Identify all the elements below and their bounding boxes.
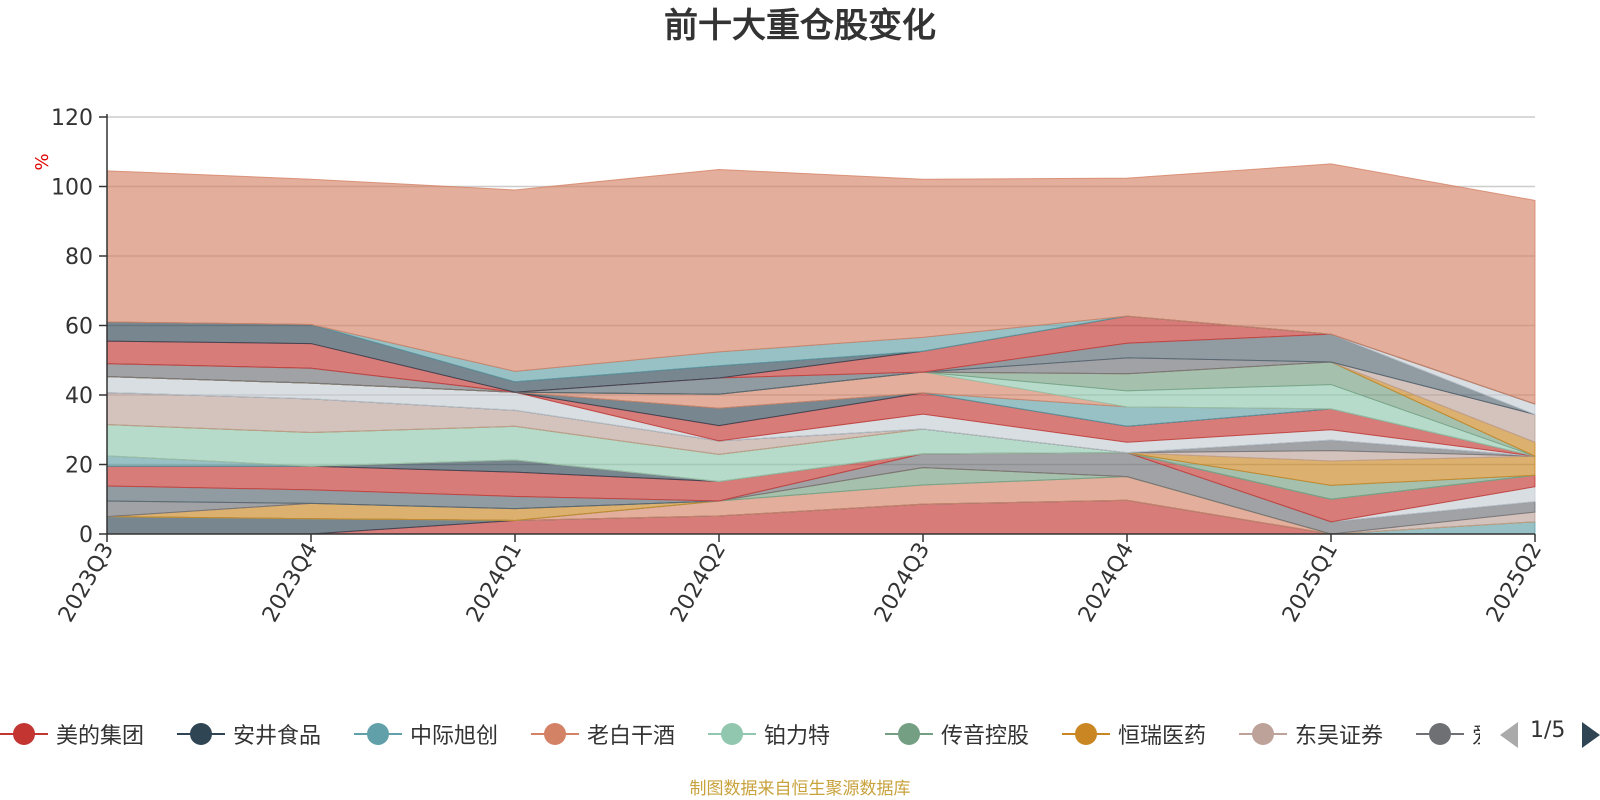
x-tick-label: 2025Q1	[1278, 539, 1343, 627]
legend-item[interactable]: 中际旭创	[354, 716, 498, 752]
y-tick-label: 40	[65, 384, 93, 409]
legend-marker-icon	[1062, 716, 1110, 752]
x-tick-label: 2023Q4	[258, 539, 323, 627]
legend-label: 恒瑞医药	[1118, 724, 1207, 749]
legend: 美的集团 安井食品 中际旭创 老白干酒 铂力特 传音控股 恒瑞医药 东吴证券 爱美客 1/5	[0, 716, 1600, 752]
x-tick-label: 2023Q3	[54, 539, 119, 627]
legend-item[interactable]: 铂力特	[708, 716, 830, 752]
legend-marker-icon	[885, 716, 933, 752]
y-tick-label: 60	[65, 315, 93, 340]
source-note: 制图数据来自恒生聚源数据库	[689, 779, 911, 799]
legend-label: 安井食品	[233, 724, 322, 749]
legend-marker-icon	[354, 716, 402, 752]
legend-label: 中际旭创	[410, 724, 499, 749]
legend-item[interactable]: 美的集团	[0, 716, 144, 752]
legend-marker-icon	[0, 716, 48, 752]
y-axis-unit-label: %	[32, 153, 53, 170]
y-tick-label: 0	[79, 523, 93, 548]
x-tick-label: 2024Q3	[870, 539, 935, 627]
x-tick-label: 2024Q1	[462, 539, 527, 627]
y-tick-label: 20	[65, 454, 93, 479]
legend-marker-icon	[708, 716, 756, 752]
legend-item[interactable]: 爱美客	[1416, 716, 1480, 752]
legend-item[interactable]: 安井食品	[177, 716, 321, 752]
legend-marker-icon	[531, 716, 579, 752]
y-tick-label: 120	[51, 106, 93, 131]
legend-label: 美的集团	[56, 724, 145, 749]
chart-title: 前十大重仓股变化	[664, 6, 936, 46]
legend-label: 爱美客	[1472, 718, 1480, 750]
y-tick-label: 80	[65, 245, 93, 270]
legend-marker-icon	[1239, 716, 1287, 752]
legend-item[interactable]: 传音控股	[885, 716, 1029, 752]
y-tick-label: 100	[51, 176, 93, 201]
x-tick-label: 2025Q2	[1482, 539, 1547, 627]
legend-marker-icon	[1416, 716, 1464, 752]
legend-label: 铂力特	[764, 724, 831, 749]
legend-label: 传音控股	[941, 724, 1030, 749]
legend-item[interactable]: 东吴证券	[1239, 716, 1383, 752]
legend-marker-icon	[177, 716, 225, 752]
area-series-37	[106, 163, 1536, 405]
legend-item[interactable]: 老白干酒	[531, 716, 675, 752]
legend-page-indicator: 1/5	[1530, 718, 1566, 743]
legend-items: 美的集团 安井食品 中际旭创 老白干酒 铂力特 传音控股 恒瑞医药 东吴证券 爱美客	[0, 716, 1480, 752]
x-tick-label: 2024Q4	[1074, 539, 1139, 627]
legend-label: 老白干酒	[587, 724, 676, 749]
legend-prev-page-icon[interactable]	[1500, 722, 1518, 748]
legend-label: 东吴证券	[1295, 724, 1384, 749]
x-tick-label: 2024Q2	[666, 539, 731, 627]
stacked-areas	[106, 163, 1536, 535]
legend-next-page-icon[interactable]	[1582, 722, 1600, 748]
legend-item[interactable]: 恒瑞医药	[1062, 716, 1206, 752]
